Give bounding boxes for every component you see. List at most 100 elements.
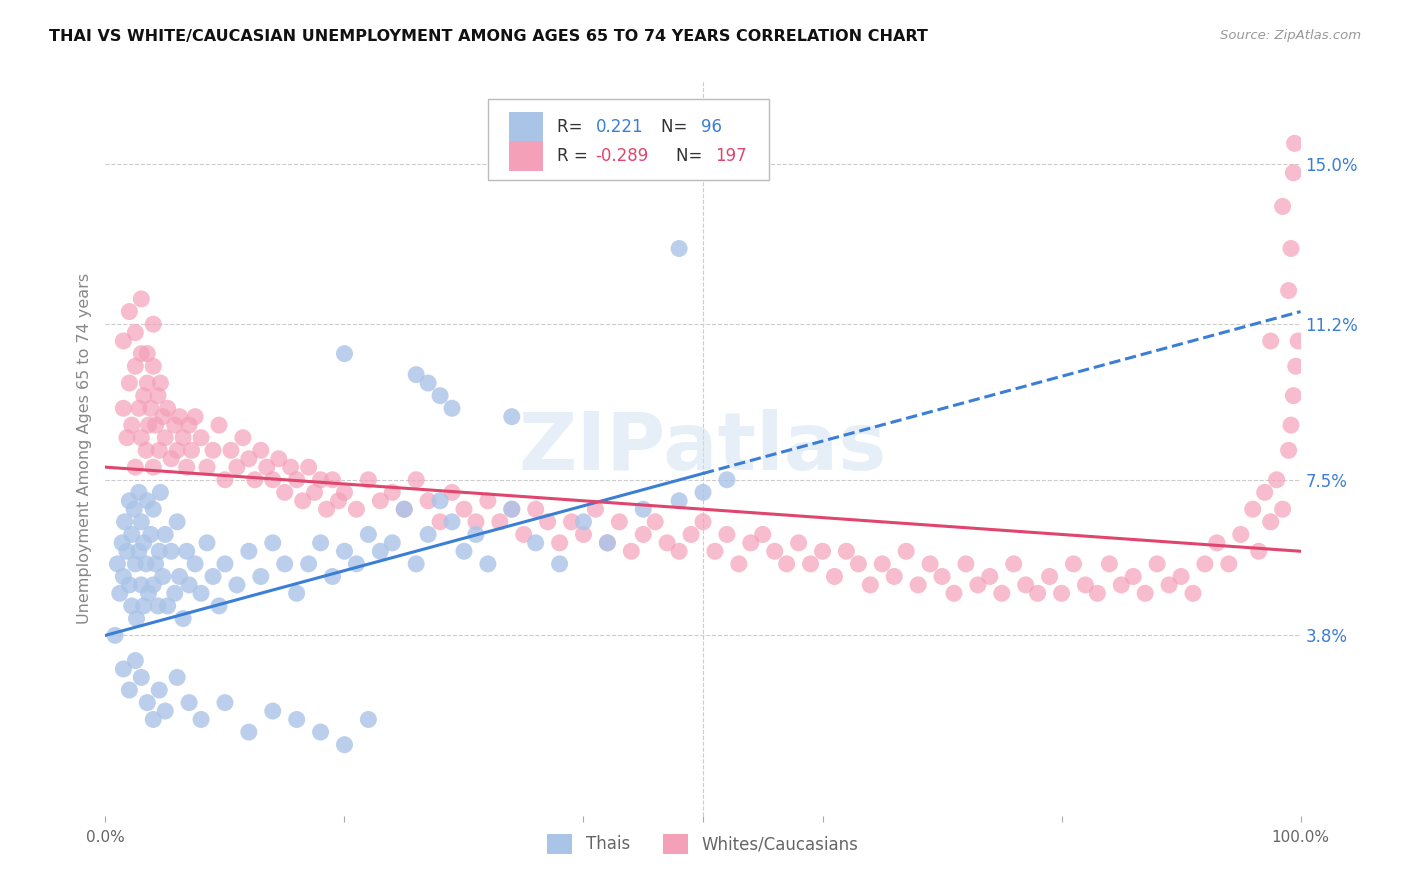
Point: [1277, 284, 1299, 298]
Point: [118, 493, 141, 508]
Point: [112, 662, 135, 676]
Point: [381, 485, 404, 500]
Point: [280, 460, 302, 475]
Point: [607, 515, 630, 529]
Point: [883, 569, 905, 583]
Point: [169, 569, 191, 583]
Point: [1170, 569, 1192, 583]
Point: [1271, 199, 1294, 213]
Point: [859, 578, 882, 592]
Point: [112, 401, 135, 416]
Point: [524, 536, 547, 550]
Point: [208, 418, 231, 433]
Point: [107, 557, 129, 571]
Point: [309, 536, 332, 550]
Point: [124, 654, 146, 668]
Point: [1194, 557, 1216, 571]
Point: [716, 527, 738, 541]
Point: [309, 473, 332, 487]
Point: [139, 401, 162, 416]
Point: [136, 696, 159, 710]
Point: [811, 544, 834, 558]
Point: [135, 443, 157, 458]
Point: [1229, 527, 1251, 541]
Point: [1254, 485, 1277, 500]
Point: [1146, 557, 1168, 571]
Point: [138, 586, 160, 600]
Point: [136, 493, 159, 508]
Point: [176, 544, 198, 558]
Point: [872, 557, 894, 571]
Point: [1074, 578, 1097, 592]
Point: [232, 431, 254, 445]
Point: [315, 502, 337, 516]
Point: [304, 485, 326, 500]
Point: [298, 557, 321, 571]
Point: [166, 515, 188, 529]
Point: [931, 569, 953, 583]
Point: [238, 725, 260, 739]
Point: [166, 670, 188, 684]
Point: [346, 502, 368, 516]
Text: -0.289: -0.289: [596, 147, 648, 165]
Point: [142, 713, 165, 727]
Point: [681, 527, 703, 541]
Point: [285, 586, 308, 600]
Point: [190, 713, 212, 727]
Point: [418, 527, 440, 541]
Point: [1286, 334, 1309, 348]
Point: [153, 704, 177, 718]
Point: [524, 502, 547, 516]
Point: [321, 569, 344, 583]
Point: [418, 376, 440, 390]
Point: [142, 317, 165, 331]
Point: [118, 376, 141, 390]
Point: [846, 557, 869, 571]
Point: [1282, 166, 1305, 180]
Point: [214, 473, 236, 487]
Point: [250, 569, 273, 583]
Point: [262, 473, 284, 487]
FancyBboxPatch shape: [488, 99, 769, 179]
Point: [716, 473, 738, 487]
Point: [177, 578, 201, 592]
Point: [1014, 578, 1036, 592]
Point: [132, 389, 155, 403]
Point: [145, 418, 167, 433]
Point: [291, 493, 314, 508]
Point: [1279, 242, 1302, 256]
Point: [142, 578, 165, 592]
Point: [501, 409, 523, 424]
Point: [285, 473, 308, 487]
Point: [129, 346, 153, 360]
Point: [668, 242, 690, 256]
Point: [1026, 586, 1049, 600]
Point: [668, 544, 690, 558]
Point: [153, 527, 177, 541]
Point: [214, 557, 236, 571]
Point: [273, 485, 295, 500]
Point: [309, 725, 332, 739]
Point: [799, 557, 821, 571]
Point: [225, 460, 249, 475]
Point: [250, 443, 273, 458]
Point: [121, 418, 143, 433]
Point: [184, 557, 207, 571]
Point: [273, 557, 295, 571]
Point: [142, 502, 165, 516]
Point: [115, 544, 138, 558]
Point: [238, 451, 260, 466]
Point: [128, 401, 150, 416]
Point: [184, 409, 207, 424]
Point: [489, 515, 512, 529]
Point: [129, 431, 153, 445]
Point: [202, 443, 225, 458]
Point: [262, 536, 284, 550]
Point: [655, 536, 678, 550]
Point: [548, 557, 571, 571]
Point: [536, 515, 558, 529]
Point: [644, 515, 666, 529]
Point: [392, 502, 416, 516]
Point: [243, 473, 266, 487]
Point: [256, 460, 278, 475]
